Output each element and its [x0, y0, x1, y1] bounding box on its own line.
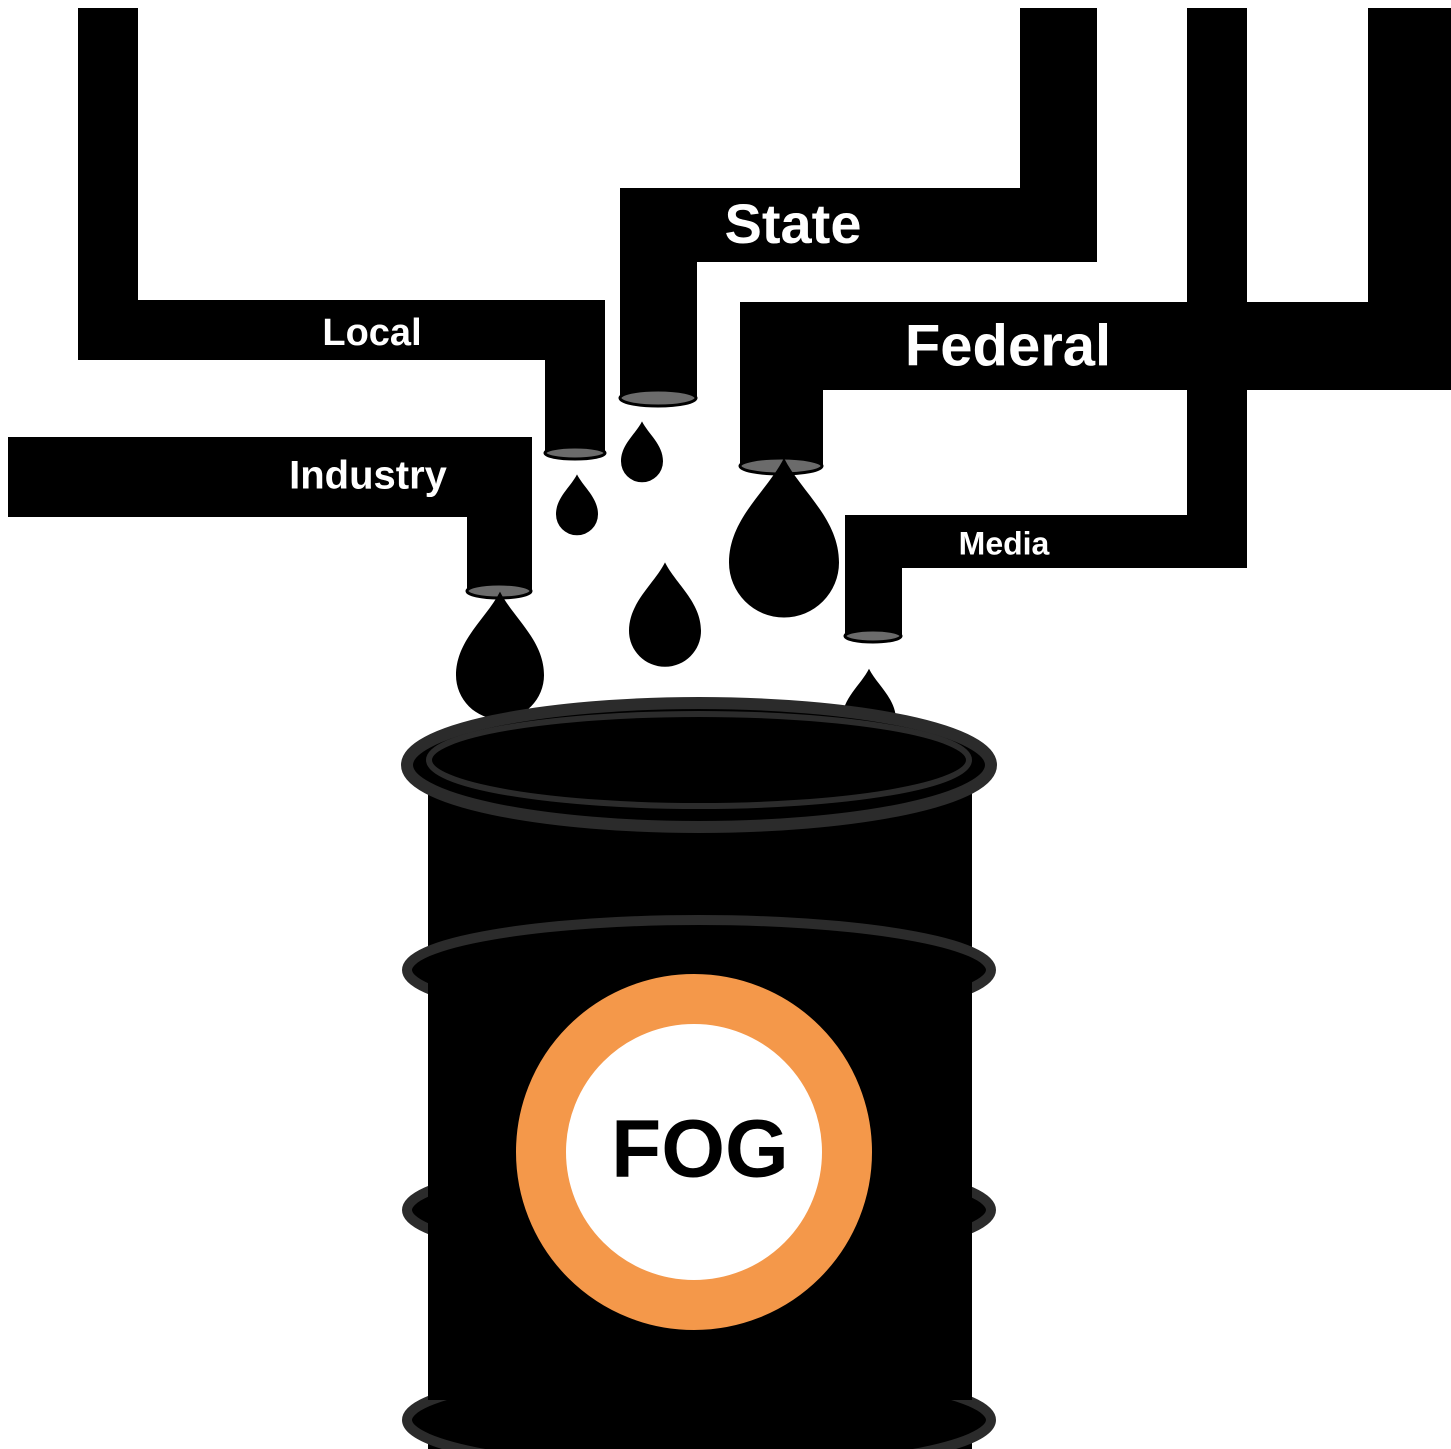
industry-pipe: Industry [8, 437, 532, 598]
barrel: FOG [407, 703, 991, 1449]
drop [456, 592, 544, 720]
pipe-label: Local [322, 312, 421, 354]
drop [556, 474, 598, 535]
page: Local State Media Federal Industry [0, 0, 1451, 1449]
diagram: Local State Media Federal Industry [0, 0, 1451, 1449]
pipe-label: Federal [905, 313, 1111, 378]
pipe-label: State [725, 192, 862, 255]
pipe-label: Media [959, 525, 1050, 561]
barrel-label: FOG [611, 1104, 789, 1195]
drop [621, 421, 663, 482]
drop [729, 458, 839, 618]
pipe-label: Industry [289, 454, 448, 498]
local-pipe: Local [78, 8, 605, 459]
drop [629, 562, 701, 666]
